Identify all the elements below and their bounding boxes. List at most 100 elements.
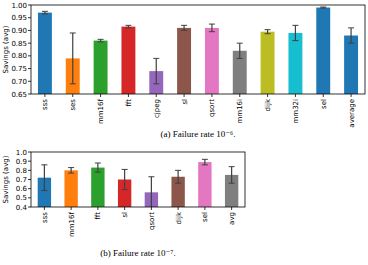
y-tick-label: 0.90 [11, 27, 27, 35]
x-tick [267, 94, 268, 97]
error-bar [98, 39, 104, 42]
y-tick [28, 161, 31, 162]
x-tick-label: mm16f [97, 98, 105, 124]
y-tick-label: 0.80 [11, 52, 27, 60]
x-tick [231, 207, 232, 210]
figure-svg: 0.650.700.750.800.850.900.951.00ssssesmm… [0, 0, 368, 265]
x-tick-label: dijk [264, 98, 272, 111]
bar [198, 162, 211, 207]
x-tick [44, 94, 45, 97]
x-tick [97, 207, 98, 210]
y-tick-label: 0.6 [16, 185, 28, 193]
x-tick-label: mm16i [236, 99, 244, 124]
bar [288, 33, 302, 94]
y-tick [28, 152, 31, 153]
error-bar [202, 159, 208, 165]
y-tick [28, 179, 31, 180]
bar [344, 36, 358, 94]
y-tick [28, 207, 31, 208]
x-tick [128, 94, 129, 97]
x-tick-label: sl [121, 212, 129, 218]
error-bar [229, 167, 235, 184]
error-bar [175, 170, 181, 183]
bars [38, 159, 239, 207]
plot-frame [31, 5, 365, 94]
bar [91, 168, 104, 207]
x-tick-label: average [348, 99, 356, 128]
y-tick [28, 17, 31, 18]
y-tick-label: 0.8 [16, 167, 27, 175]
y-tick [28, 94, 31, 95]
x-tick-label: fft [125, 99, 133, 107]
x-tick-label: sss [41, 99, 49, 110]
y-tick [28, 30, 31, 31]
caption: (b) Failure rate 10⁻⁷. [100, 248, 175, 258]
bar [121, 27, 135, 94]
error-bar [70, 33, 76, 84]
x-tick-label: sl [181, 99, 189, 105]
x-tick-label: fft [94, 212, 102, 220]
error-bar [42, 11, 48, 14]
error-bar [41, 165, 47, 191]
chart: 0.4 0.50.60.70.80.91.0 sss mm16f fft sl qsort d… [2, 149, 245, 259]
x-tick-label: cjpeg [153, 99, 161, 118]
error-bar [348, 28, 354, 43]
error-bar [95, 163, 101, 172]
y-tick-label: 0.9 [16, 158, 27, 166]
bars [38, 7, 358, 94]
error-bar [209, 24, 215, 32]
x-tick [72, 94, 73, 97]
x-tick-label: mm16f [68, 211, 76, 237]
y-axis-label: Savings (avg) [2, 25, 10, 73]
x-tick-label: qsort [208, 99, 216, 117]
y-tick [28, 68, 31, 69]
y-tick [28, 43, 31, 44]
x-tick [295, 94, 296, 97]
bar [316, 8, 330, 94]
bar [261, 32, 275, 94]
x-tick [151, 207, 152, 210]
x-tick [71, 207, 72, 210]
error-bar [320, 7, 326, 8]
x-tick [156, 94, 157, 97]
y-tick-label: 0.5 [16, 194, 27, 202]
x-tick-label: sel [201, 212, 209, 222]
y-tick-label: 1.0 [16, 149, 27, 157]
bar [177, 28, 191, 94]
x-tick [351, 94, 352, 97]
error-bar [237, 43, 243, 58]
y-tick-label: 0.65 [11, 91, 27, 99]
y-tick [28, 197, 31, 198]
y-tick [28, 188, 31, 189]
x-tick-label: avg [228, 212, 236, 225]
x-tick-label: ses [69, 99, 77, 111]
x-tick-label: qsort [148, 212, 156, 230]
x-tick-label: dijk [175, 211, 183, 224]
x-tick [44, 207, 45, 210]
error-bar [125, 25, 131, 28]
error-bar [148, 177, 154, 207]
y-tick-label: 0.95 [11, 14, 27, 22]
error-bar [122, 169, 128, 189]
y-tick-label: 0.4 [16, 204, 28, 212]
caption: (a) Failure rate 10⁻⁶. [161, 129, 236, 139]
x-tick [124, 207, 125, 210]
bar [205, 28, 219, 94]
y-tick-label: 0.70 [11, 78, 27, 86]
y-tick-label: 0.85 [11, 40, 27, 48]
x-tick [100, 94, 101, 97]
x-tick-label: mm32i [292, 99, 300, 124]
y-tick [28, 5, 31, 6]
x-tick-label: sss [41, 212, 49, 223]
y-axis-label: Savings (avg) [2, 155, 10, 203]
bar [38, 13, 52, 94]
chart: 0.650.700.750.800.850.900.951.00ssssesmm… [2, 2, 365, 140]
plot-frame [31, 152, 245, 207]
y-tick [28, 55, 31, 56]
y-tick-label: 0.7 [16, 176, 27, 184]
x-tick [184, 94, 185, 97]
error-bar [292, 25, 298, 40]
error-bar [181, 25, 187, 30]
bar [94, 41, 108, 94]
bar [64, 170, 77, 207]
